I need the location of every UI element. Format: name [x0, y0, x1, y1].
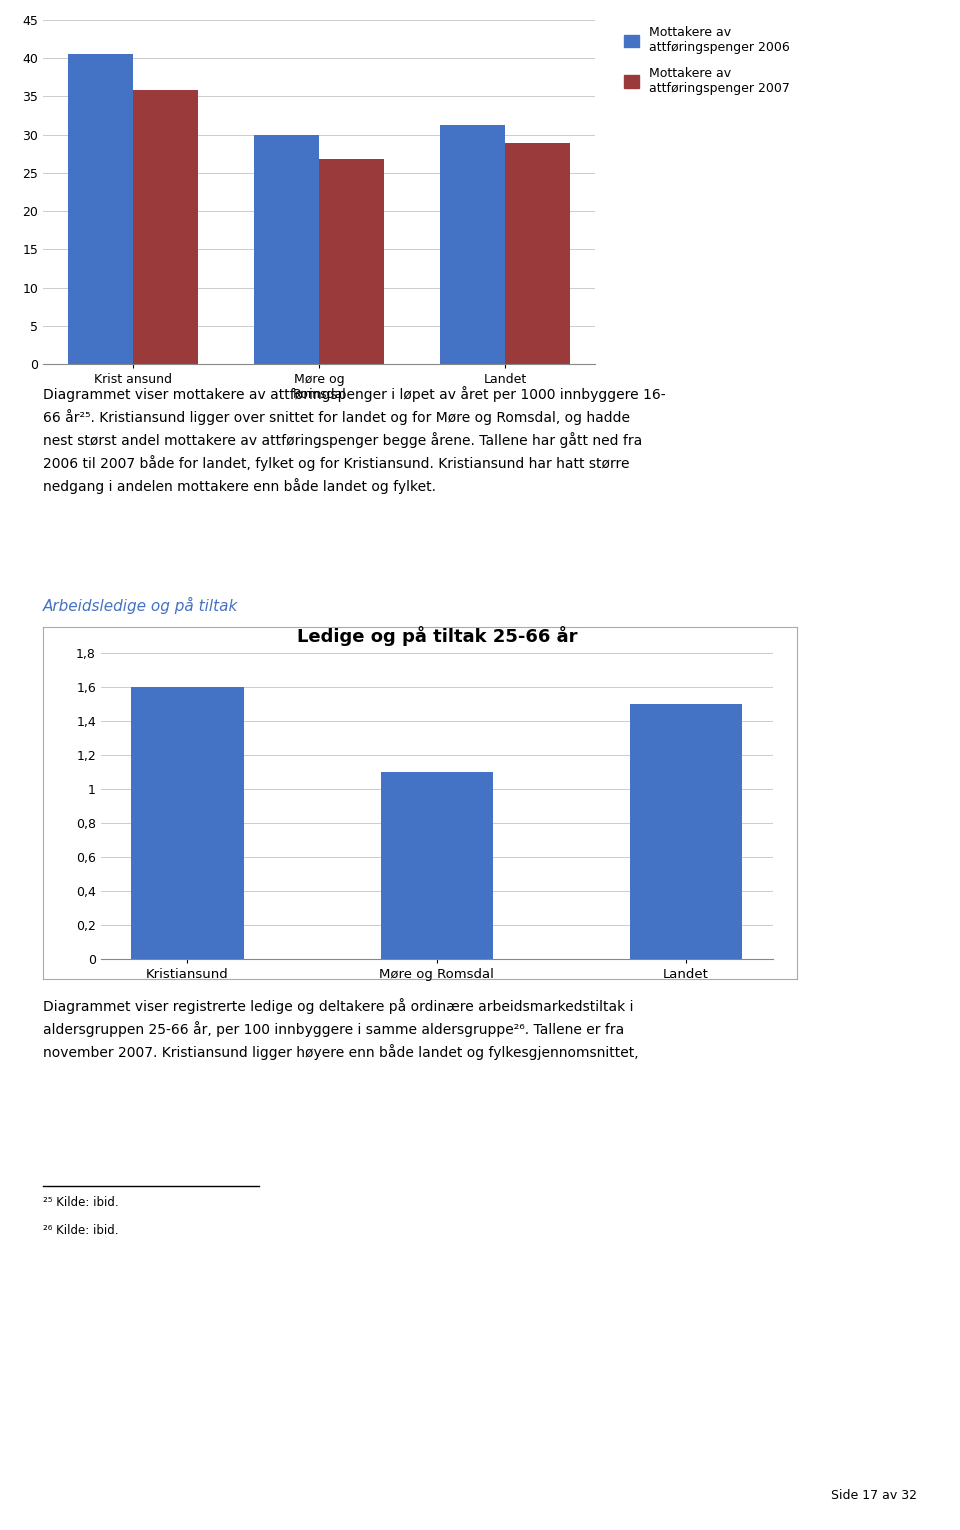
- Bar: [68, 54, 133, 364]
- Text: Arbeidsledige og på tiltak: Arbeidsledige og på tiltak: [43, 597, 239, 614]
- Bar: [505, 144, 570, 364]
- Text: ²⁶ Kilde: ibid.: ²⁶ Kilde: ibid.: [43, 1224, 119, 1236]
- Bar: [319, 159, 384, 364]
- Bar: [381, 773, 492, 959]
- Bar: [630, 704, 742, 959]
- Bar: [132, 687, 244, 959]
- Text: ²⁵ Kilde: ibid.: ²⁵ Kilde: ibid.: [43, 1196, 119, 1209]
- Text: Side 17 av 32: Side 17 av 32: [830, 1490, 917, 1502]
- Bar: [133, 90, 199, 364]
- Title: Ledige og på tiltak 25-66 år: Ledige og på tiltak 25-66 år: [297, 626, 577, 646]
- Text: Diagrammet viser mottakere av attføringspenger i løpet av året per 1000 innbygge: Diagrammet viser mottakere av attførings…: [43, 386, 666, 494]
- Text: Diagrammet viser registrerte ledige og deltakere på ordinære arbeidsmarkedstilta: Diagrammet viser registrerte ledige og d…: [43, 998, 638, 1060]
- Bar: [254, 135, 319, 364]
- Bar: [440, 125, 505, 364]
- Legend: Mottakere av
attføringspenger 2006, Mottakere av
attføringspenger 2007: Mottakere av attføringspenger 2006, Mott…: [624, 26, 789, 95]
